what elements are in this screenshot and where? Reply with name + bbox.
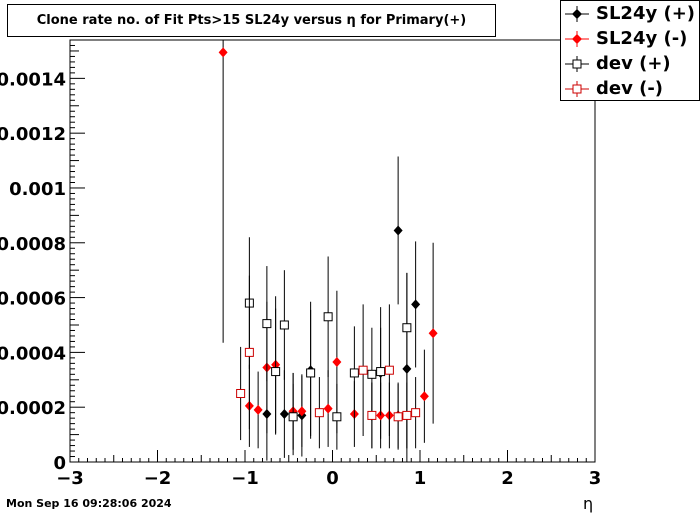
data-point — [279, 409, 289, 420]
data-point — [218, 47, 228, 58]
series-3 — [236, 275, 421, 450]
x-tick-label: 1 — [414, 468, 427, 489]
legend-marker-sl24y-minus — [565, 31, 589, 47]
data-point — [306, 368, 316, 378]
data-point — [393, 225, 403, 236]
chart-title: Clone rate no. of Fit Pts>15 SL24y versu… — [7, 4, 496, 37]
x-tick-label: −3 — [56, 468, 84, 489]
data-point — [402, 410, 412, 420]
legend-marker-sl24y-plus — [565, 6, 589, 22]
legend-marker-dev-minus — [565, 81, 589, 97]
data-point — [279, 320, 289, 330]
chart-marks — [218, 40, 438, 462]
data-point — [402, 323, 412, 333]
data-point — [411, 408, 421, 418]
chart-legend: SL24y (+) SL24y (-) dev (+) dev (-) — [560, 0, 700, 101]
x-axis-label: η — [583, 494, 594, 513]
data-point — [332, 356, 342, 367]
data-point — [271, 367, 281, 377]
legend-label-dev-plus: dev (+) — [596, 53, 671, 74]
data-point — [349, 368, 359, 378]
legend-entry-dev-plus: dev (+) — [561, 52, 700, 77]
data-point — [288, 412, 298, 422]
footer-timestamp: Mon Sep 16 09:28:06 2024 — [6, 497, 172, 510]
legend-label-sl24y-minus: SL24y (-) — [596, 28, 688, 49]
legend-entry-sl24y-plus: SL24y (+) — [561, 2, 700, 27]
data-point — [262, 319, 272, 329]
data-point — [367, 410, 377, 420]
x-tick-label: 3 — [589, 468, 602, 489]
y-tick-label: 0.0012 — [0, 124, 66, 145]
data-point — [244, 347, 254, 357]
chart-axes: −3 −2 −1 0 1 2 3 0 0.0002 0.0004 0.0006 0.0008 0.001… — [0, 39, 602, 489]
y-tick-label: 0.001 — [9, 179, 66, 200]
x-tick-label: 0 — [326, 468, 339, 489]
data-point — [376, 367, 386, 377]
legend-entry-sl24y-minus: SL24y (-) — [561, 27, 700, 52]
plot-frame — [69, 39, 596, 463]
data-point — [253, 404, 263, 415]
legend-label-dev-minus: dev (-) — [596, 78, 664, 99]
data-point — [358, 365, 368, 375]
data-point — [384, 365, 394, 375]
data-point — [332, 412, 342, 422]
y-tick-label: 0.0006 — [0, 289, 66, 310]
x-tick-label: −1 — [231, 468, 259, 489]
data-point — [367, 369, 377, 379]
x-tick-label: −2 — [144, 468, 172, 489]
data-point — [323, 403, 333, 414]
x-tick-label: 2 — [501, 468, 514, 489]
data-point — [297, 406, 307, 417]
data-point — [314, 408, 324, 418]
y-tick-label: 0.0002 — [0, 398, 66, 419]
data-point — [393, 412, 403, 422]
y-tick-label: 0.0014 — [0, 69, 66, 90]
y-tick-label: 0.0008 — [0, 234, 66, 255]
y-tick-label: 0.0004 — [0, 343, 66, 364]
data-point — [419, 391, 429, 402]
data-point — [323, 312, 333, 322]
legend-label-sl24y-plus: SL24y (+) — [596, 3, 696, 24]
data-point — [428, 328, 438, 339]
legend-entry-dev-minus: dev (-) — [561, 77, 700, 102]
series-1 — [218, 40, 438, 450]
data-point — [236, 388, 246, 398]
legend-marker-dev-plus — [565, 56, 589, 72]
data-point — [411, 299, 421, 310]
y-tick-label: 0 — [53, 453, 66, 474]
